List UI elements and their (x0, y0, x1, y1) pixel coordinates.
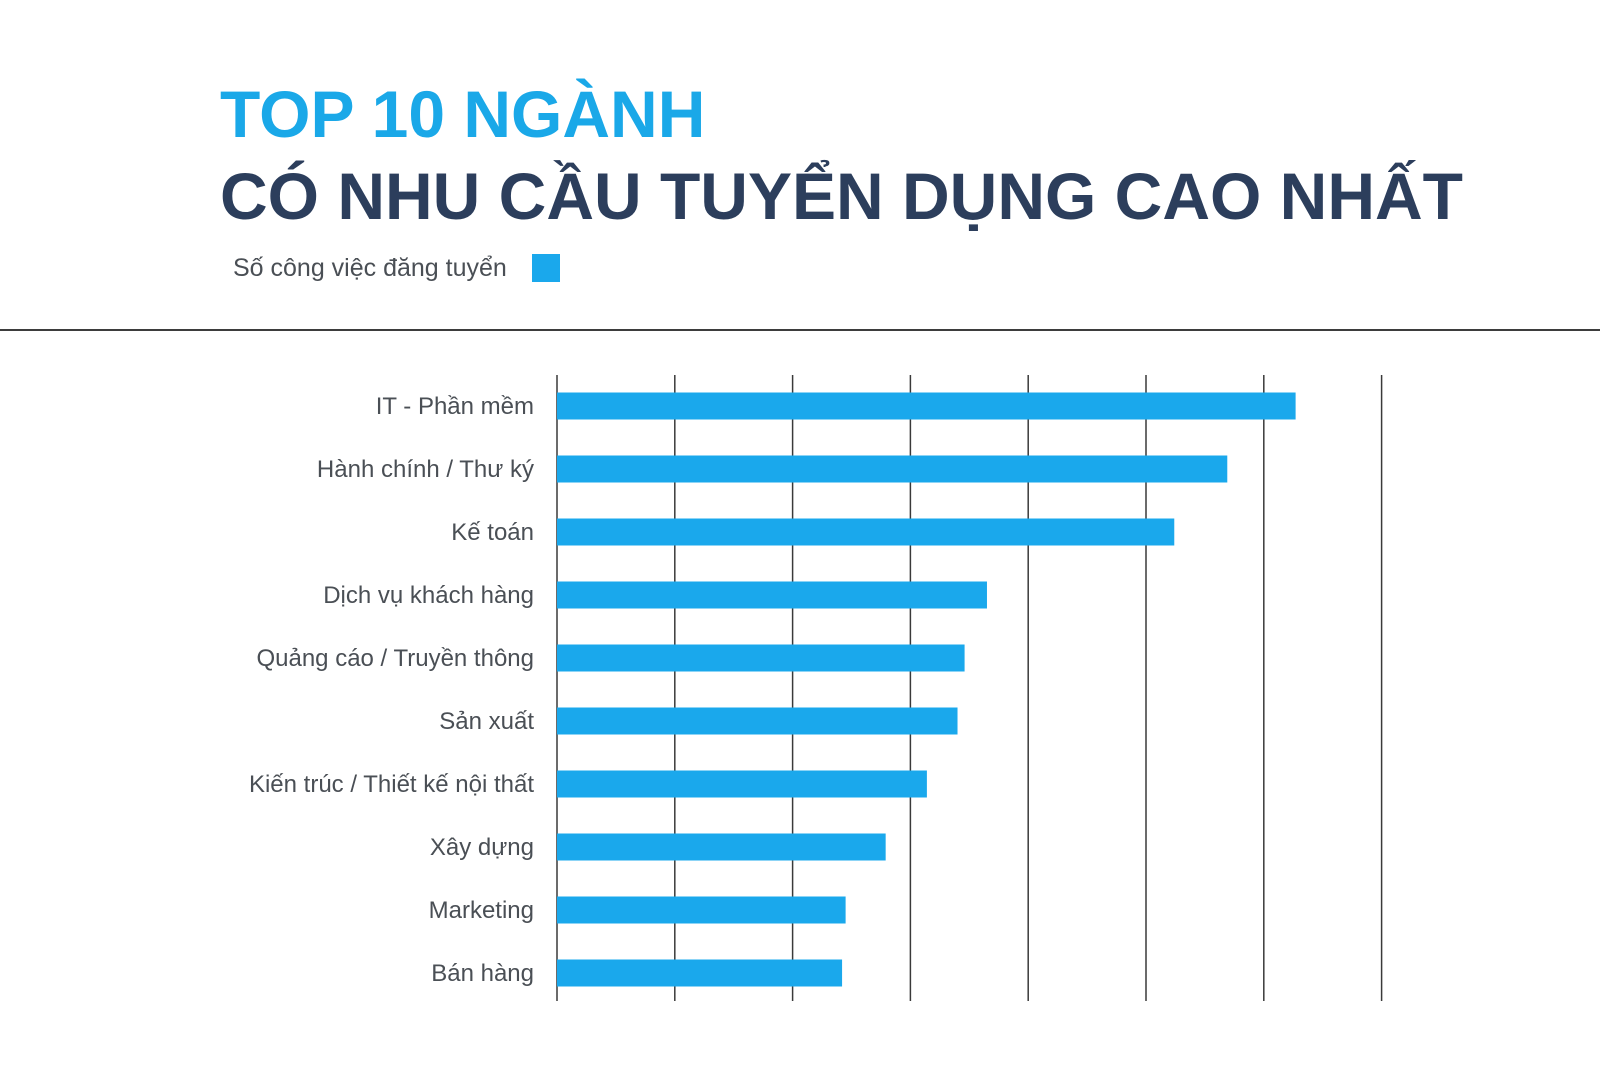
bar-2 (557, 455, 1228, 483)
category-label-7: Kiến trúc / Thiết kế nội thất (249, 771, 534, 798)
category-label-9: Marketing (429, 897, 534, 924)
category-label-10: Bán hàng (431, 960, 534, 987)
bar-4 (557, 581, 987, 609)
bar-9 (557, 896, 846, 924)
bar-1 (557, 392, 1296, 420)
bar-6 (557, 707, 958, 735)
category-label-6: Sản xuất (439, 708, 534, 735)
bar-3 (557, 518, 1175, 546)
header-divider (0, 329, 1600, 331)
bar-10 (557, 959, 843, 987)
chart-title-line1: TOP 10 NGÀNH (220, 77, 706, 151)
legend-label: Số công việc đăng tuyển (233, 253, 507, 282)
category-label-8: Xây dựng (430, 834, 534, 861)
category-label-5: Quảng cáo / Truyền thông (256, 645, 534, 672)
category-label-1: IT - Phần mềm (376, 393, 534, 420)
bar-7 (557, 770, 927, 798)
bar-8 (557, 833, 886, 861)
legend-swatch (531, 254, 560, 282)
category-label-3: Kế toán (451, 519, 534, 546)
category-label-2: Hành chính / Thư ký (317, 456, 534, 483)
bar-5 (557, 644, 965, 672)
legend: Số công việc đăng tuyển (233, 250, 560, 286)
chart-title-line2: CÓ NHU CẦU TUYỂN DỤNG CAO NHẤT (220, 159, 1463, 233)
category-label-4: Dịch vụ khách hàng (323, 582, 534, 609)
